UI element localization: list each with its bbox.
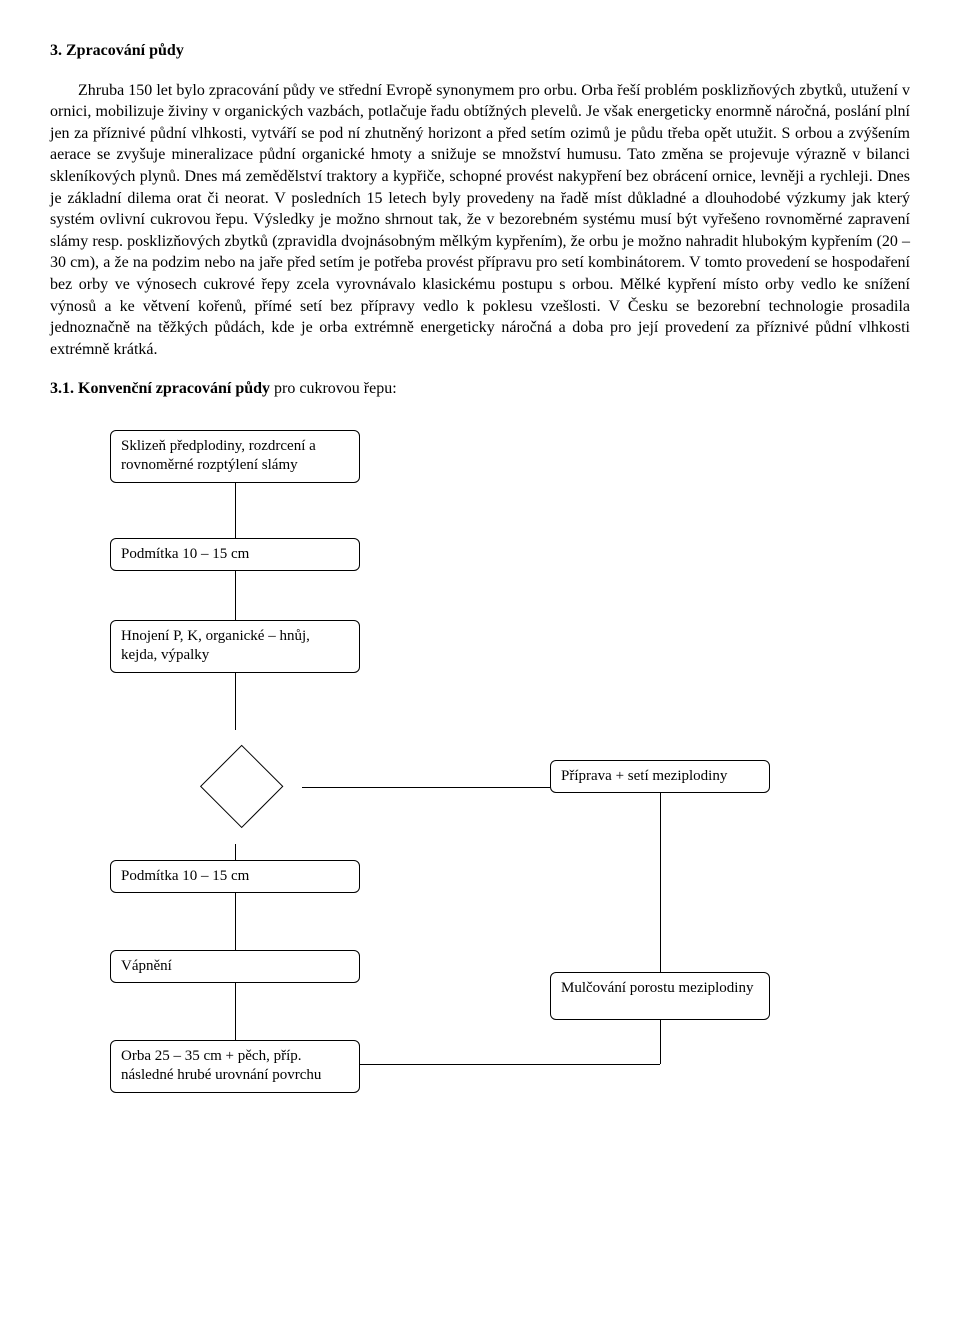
flow-node-n9: Orba 25 – 35 cm + pěch, příp. následné h…	[110, 1040, 360, 1093]
flow-connector	[660, 792, 661, 972]
flow-connector	[235, 478, 236, 538]
flow-node-n8: Mulčování porostu meziplodiny	[550, 972, 770, 1020]
flow-connector	[660, 1020, 661, 1064]
flow-connector	[235, 570, 236, 620]
flow-node-n7: Vápnění	[110, 950, 360, 984]
flow-connector	[235, 844, 236, 860]
section-3-paragraph: Zhruba 150 let bylo zpracování půdy ve s…	[50, 80, 910, 361]
flow-node-n5: Příprava + setí meziplodiny	[550, 760, 770, 794]
flow-node-n1: Sklizeň předplodiny, rozdrcení a rovnomě…	[110, 430, 360, 483]
flow-connector	[302, 787, 550, 788]
flow-connector	[235, 892, 236, 950]
flow-decision	[200, 745, 284, 829]
section-3-1-heading-rest: pro cukrovou řepu:	[270, 380, 397, 397]
flow-connector	[235, 982, 236, 1040]
flow-node-n2: Podmítka 10 – 15 cm	[110, 538, 360, 572]
flowchart: Sklizeň předplodiny, rozdrcení a rovnomě…	[110, 430, 870, 1110]
flow-node-n3: Hnojení P, K, organické – hnůj, kejda, v…	[110, 620, 360, 673]
section-3-1-heading: 3.1. Konvenční zpracování půdy pro cukro…	[50, 378, 910, 400]
flow-connector	[360, 1064, 660, 1065]
flow-node-n6: Podmítka 10 – 15 cm	[110, 860, 360, 894]
section-3-1-heading-bold: 3.1. Konvenční zpracování půdy	[50, 380, 270, 397]
flow-connector	[235, 668, 236, 730]
section-3-heading: 3. Zpracování půdy	[50, 40, 910, 62]
